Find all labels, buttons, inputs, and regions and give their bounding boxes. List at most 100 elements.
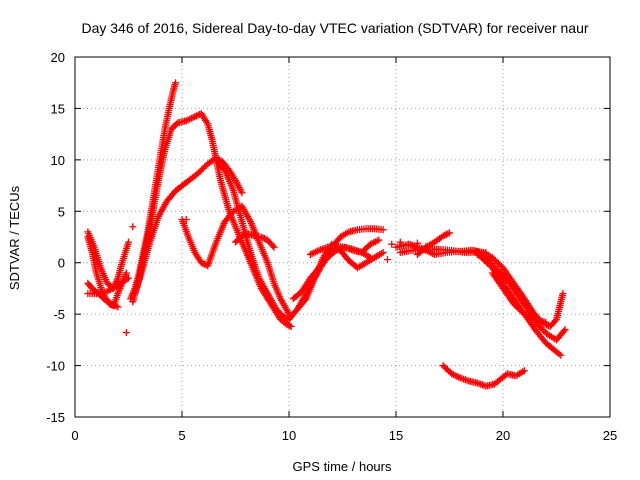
data-point-interp: [463, 376, 471, 384]
data-point-interp: [181, 117, 189, 125]
data-point-interp: [517, 307, 525, 315]
data-point-interp: [216, 174, 224, 182]
data-point-interp: [96, 262, 104, 270]
data-point-interp: [192, 112, 200, 120]
data-point-interp: [218, 163, 226, 171]
data-point-interp: [269, 277, 277, 285]
data-point-interp: [165, 106, 173, 114]
y-tick-label: 20: [51, 50, 65, 65]
data-point-interp: [343, 229, 351, 237]
data-point-interp: [190, 247, 198, 254]
data-point-interp: [254, 272, 262, 280]
y-tick-label: 0: [58, 256, 65, 271]
data-point-interp: [260, 235, 268, 243]
data-point-interp: [154, 214, 162, 222]
grid-lines: [75, 57, 610, 417]
series-low-arc: [439, 362, 528, 390]
data-point-interp: [329, 249, 337, 257]
data-point-interp: [445, 367, 453, 375]
series-bump-17: [413, 229, 453, 258]
series-loop-mid: [178, 202, 293, 318]
data-point-interp: [137, 271, 145, 279]
data-point-interp: [267, 240, 275, 248]
data-point: [129, 223, 137, 231]
data-point-interp: [540, 318, 548, 326]
data-point-interp: [529, 314, 537, 322]
data-point-interp: [179, 181, 187, 189]
data-point-interp: [454, 373, 462, 381]
data-point-interp: [184, 231, 192, 239]
data-point-interp: [442, 230, 450, 238]
data-point-interp: [541, 328, 549, 336]
x-tick-label: 5: [178, 428, 185, 443]
data-point-interp: [154, 179, 162, 187]
data-point-interp: [113, 292, 121, 300]
y-tick-label: 5: [58, 204, 65, 219]
data-point-interp: [555, 350, 563, 358]
data-point-interp: [160, 148, 168, 156]
data-point-interp: [201, 163, 209, 171]
data-point-interp: [444, 230, 452, 238]
x-tick-label: 10: [282, 428, 296, 443]
data-point-interp: [161, 127, 169, 135]
data-point-interp: [318, 255, 326, 263]
data-point-interp: [101, 288, 109, 296]
data-point-interp: [255, 233, 263, 241]
data-point-interp: [351, 261, 359, 269]
data-point-interp: [111, 301, 119, 309]
data-point-interp: [485, 261, 493, 269]
data-point-interp: [124, 240, 132, 248]
data-point-interp: [169, 88, 177, 96]
y-axis-label: SDTVAR / TECUs: [7, 185, 22, 290]
data-point-interp: [352, 226, 360, 234]
data-point-interp: [92, 267, 100, 275]
data-point-interp: [118, 261, 126, 269]
data-point-interp: [220, 190, 228, 198]
data-point-interp: [441, 231, 449, 239]
data-point-interp: [503, 276, 511, 284]
data-point-interp: [246, 216, 254, 224]
data-point-interp: [548, 344, 556, 352]
data-point-interp: [276, 293, 284, 301]
data-point-interp: [365, 253, 373, 261]
data-point-interp: [263, 257, 271, 265]
data-point-interp: [109, 301, 117, 309]
data-point-interp: [496, 261, 504, 269]
data-point-interp: [113, 276, 121, 284]
chart-title: Day 346 of 2016, Sidereal Day-to-day VTE…: [81, 20, 588, 36]
data-point-interp: [310, 276, 318, 284]
data-point-interp: [559, 329, 567, 337]
data-point-interp: [280, 313, 288, 321]
data-point-interp: [377, 226, 385, 234]
data-point-interp: [295, 290, 303, 298]
data-point: [388, 240, 396, 248]
data-point-interp: [171, 81, 179, 89]
data-point: [182, 216, 190, 224]
data-point-interp: [229, 185, 237, 193]
data-point-interp: [112, 282, 120, 290]
data-point-interp: [104, 298, 112, 306]
series-hump-8-9: [232, 230, 278, 251]
series-arc-3: [84, 279, 122, 311]
x-tick-label: 25: [603, 428, 617, 443]
data-point-interp: [472, 379, 480, 387]
y-tick-label: 10: [51, 153, 65, 168]
data-point-interp: [550, 318, 558, 326]
data-point-interp: [276, 309, 284, 317]
data-point-interp: [269, 242, 277, 250]
y-tick-label: 15: [51, 101, 65, 116]
data-point-interp: [300, 298, 308, 306]
data-point-interp: [339, 243, 346, 251]
data-point-interp: [500, 372, 508, 380]
y-tick-label: -15: [46, 410, 65, 425]
data-point-interp: [112, 302, 120, 310]
data-point-interp: [286, 322, 294, 330]
data-point-interp: [203, 118, 211, 126]
data-point-interp: [377, 249, 385, 257]
plot-frame: [74, 56, 611, 418]
series-arc-4: [84, 274, 132, 298]
data-point-interp: [363, 243, 371, 251]
data-point-interp: [227, 210, 235, 218]
data-point: [383, 256, 391, 264]
data-point-interp: [189, 113, 197, 121]
